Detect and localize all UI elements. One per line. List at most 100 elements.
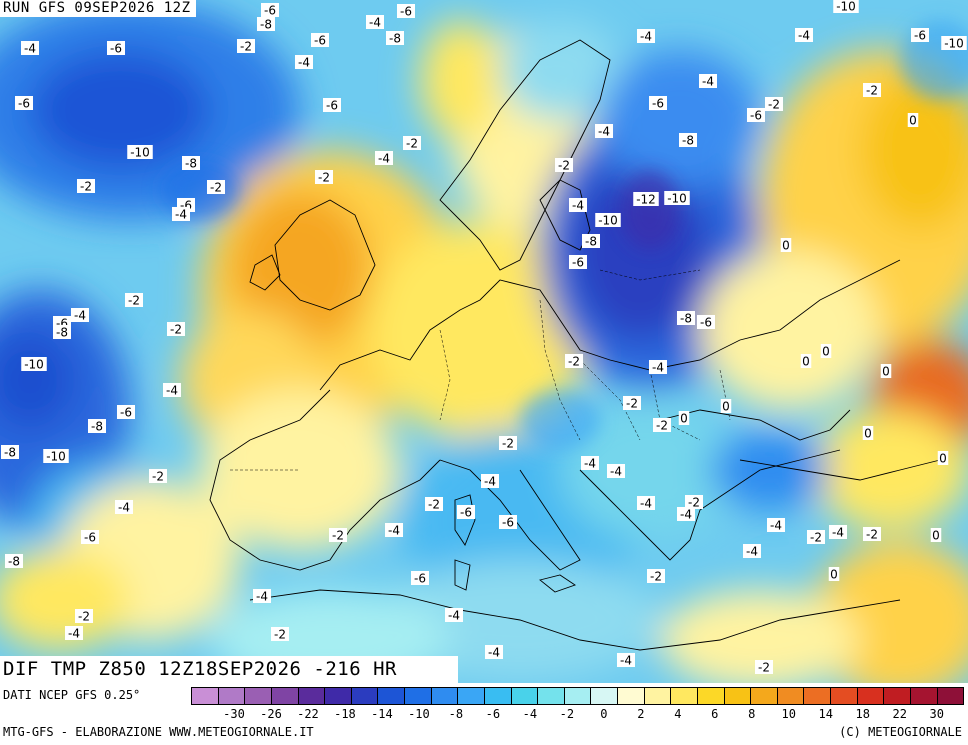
contour-label-box bbox=[88, 419, 106, 433]
contour-label-box bbox=[937, 451, 949, 465]
anomaly-field bbox=[0, 0, 968, 683]
contour-label: 0 bbox=[782, 239, 790, 253]
contour-label: -2 bbox=[332, 529, 344, 543]
contour-label: -4 bbox=[746, 545, 758, 559]
contour-label: -2 bbox=[656, 419, 668, 433]
contour-label: -4 bbox=[256, 590, 268, 604]
contour-label: -4 bbox=[166, 384, 178, 398]
contour-label-box bbox=[485, 645, 503, 659]
contour-label-box bbox=[941, 36, 967, 50]
contour-label: -6 bbox=[56, 317, 68, 331]
contour-label-box bbox=[685, 495, 703, 509]
contour-label: -4 bbox=[484, 475, 496, 489]
contour-label: -6 bbox=[120, 406, 132, 420]
contour-label: -8 bbox=[585, 235, 597, 249]
color-scale-tick: -4 bbox=[522, 707, 538, 721]
contour-label: -2 bbox=[810, 531, 822, 545]
contour-label-box bbox=[911, 28, 929, 42]
color-scale-swatch bbox=[431, 688, 459, 704]
contour-label-box bbox=[623, 396, 641, 410]
contour-label: -4 bbox=[369, 16, 381, 30]
contour-label: -4 bbox=[652, 361, 664, 375]
contour-label: -4 bbox=[572, 199, 584, 213]
contour-label: -8 bbox=[56, 326, 68, 340]
contour-label-box bbox=[253, 589, 271, 603]
color-scale-swatch bbox=[724, 688, 752, 704]
contour-label: -4 bbox=[388, 524, 400, 538]
color-scale-tick: -26 bbox=[260, 707, 282, 721]
color-scale-tick: 10 bbox=[781, 707, 796, 721]
color-scale-tick: -8 bbox=[448, 707, 464, 721]
contour-label-box bbox=[820, 344, 832, 358]
contour-label-box bbox=[863, 527, 881, 541]
contour-label-box bbox=[366, 15, 384, 29]
contour-label-box bbox=[237, 39, 255, 53]
color-scale-swatch bbox=[618, 688, 645, 704]
contour-label: -12 bbox=[636, 193, 656, 207]
contour-label-box bbox=[499, 515, 517, 529]
contour-label-box bbox=[569, 255, 587, 269]
color-scale-swatch bbox=[884, 688, 911, 704]
color-scale-swatch bbox=[671, 688, 698, 704]
contour-label-box bbox=[125, 293, 143, 307]
color-scale-swatch bbox=[857, 688, 885, 704]
contour-label-box bbox=[386, 31, 404, 45]
contour-label: 0 bbox=[830, 568, 838, 582]
contour-label: -10 bbox=[130, 146, 150, 160]
contour-label-box bbox=[800, 354, 812, 368]
temperature-anomaly-map: -6 -8 -4 -6 -8 -6 -2 -4 -10 -6 -10 -4 -4 -4 -6 -6 -6 -4 -6… bbox=[0, 0, 968, 683]
contour-label: -10 bbox=[944, 37, 964, 51]
color-scale-tick: -18 bbox=[334, 707, 356, 721]
contour-label-box bbox=[411, 571, 429, 585]
color-scale-swatch bbox=[351, 688, 379, 704]
contour-label: -10 bbox=[667, 192, 687, 206]
contour-label-box bbox=[637, 496, 655, 510]
contour-label: -8 bbox=[680, 312, 692, 326]
contour-label: -4 bbox=[488, 646, 500, 660]
contour-label-box bbox=[329, 528, 347, 542]
map-canvas: -6-8 -4-6-8-6-2-4-10-6-10-4-4-4 -6-6 -6-4-6… bbox=[0, 0, 968, 683]
contour-label-box bbox=[499, 436, 517, 450]
contour-label-box bbox=[21, 41, 39, 55]
contour-label: -8 bbox=[8, 555, 20, 569]
color-scale-swatch bbox=[298, 688, 326, 704]
color-scale-tick: 14 bbox=[818, 707, 833, 721]
contour-label-box bbox=[172, 207, 190, 221]
contour-label: -2 bbox=[866, 84, 878, 98]
color-scale-tick: 30 bbox=[929, 707, 944, 721]
contour-label-box bbox=[653, 418, 671, 432]
contour-label: -4 bbox=[610, 465, 622, 479]
contour-label: -6 bbox=[460, 506, 472, 520]
color-scale-tick: -22 bbox=[297, 707, 319, 721]
contour-label-box bbox=[765, 97, 783, 111]
color-scale-swatch bbox=[271, 688, 299, 704]
contour-label-box bbox=[649, 360, 667, 374]
contour-label: 0 bbox=[909, 114, 917, 128]
contour-label-box bbox=[53, 325, 71, 339]
contour-label: -2 bbox=[274, 628, 286, 642]
contour-label: -4 bbox=[832, 526, 844, 540]
contour-label-box bbox=[149, 469, 167, 483]
contour-label: 0 bbox=[722, 400, 730, 414]
color-scale-swatch bbox=[245, 688, 272, 704]
contour-label: -4 bbox=[680, 508, 692, 522]
color-scale-swatch bbox=[325, 688, 352, 704]
color-scale-swatch bbox=[751, 688, 778, 704]
contour-label-box bbox=[257, 17, 275, 31]
contour-label: -2 bbox=[428, 498, 440, 512]
color-scale-swatch bbox=[697, 688, 725, 704]
color-scale-swatch bbox=[378, 688, 405, 704]
contour-label-box bbox=[767, 518, 785, 532]
contour-label-box bbox=[271, 627, 289, 641]
contour-label: -6 bbox=[110, 42, 122, 56]
contour-label-box bbox=[595, 213, 621, 227]
contour-label: 0 bbox=[822, 345, 830, 359]
contour-label: -2 bbox=[758, 661, 770, 675]
data-source: DATI NCEP GFS 0.25° bbox=[3, 688, 141, 702]
contour-label-box bbox=[481, 474, 499, 488]
color-scale-tick: -14 bbox=[371, 707, 393, 721]
contour-label: -2 bbox=[152, 470, 164, 484]
contour-label: -2 bbox=[210, 181, 222, 195]
contour-label-box bbox=[829, 525, 847, 539]
contour-label: -4 bbox=[584, 457, 596, 471]
